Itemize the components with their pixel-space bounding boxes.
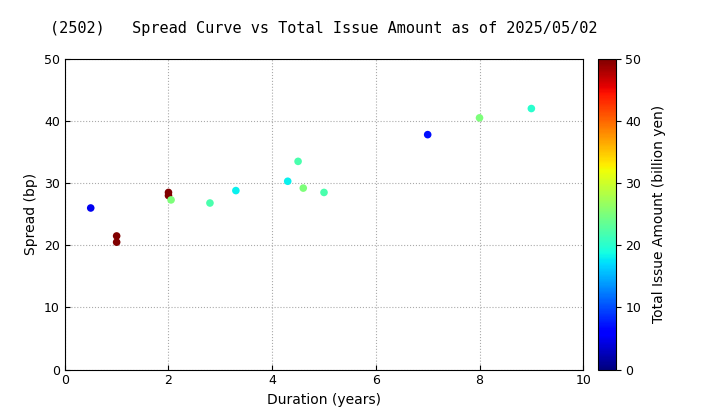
Point — [297, 185, 309, 192]
Point — [111, 239, 122, 246]
Point — [204, 200, 216, 206]
Point — [292, 158, 304, 165]
Point — [474, 115, 485, 121]
Point — [85, 205, 96, 211]
Y-axis label: Total Issue Amount (billion yen): Total Issue Amount (billion yen) — [652, 105, 667, 323]
Point — [163, 192, 174, 199]
Point — [526, 105, 537, 112]
Point — [163, 189, 174, 196]
Point — [230, 187, 242, 194]
Point — [111, 233, 122, 239]
Y-axis label: Spread (bp): Spread (bp) — [24, 173, 38, 255]
Point — [282, 178, 294, 185]
X-axis label: Duration (years): Duration (years) — [267, 393, 381, 407]
Point — [166, 197, 177, 203]
Text: (2502)   Spread Curve vs Total Issue Amount as of 2025/05/02: (2502) Spread Curve vs Total Issue Amoun… — [50, 21, 598, 36]
Point — [318, 189, 330, 196]
Point — [422, 131, 433, 138]
